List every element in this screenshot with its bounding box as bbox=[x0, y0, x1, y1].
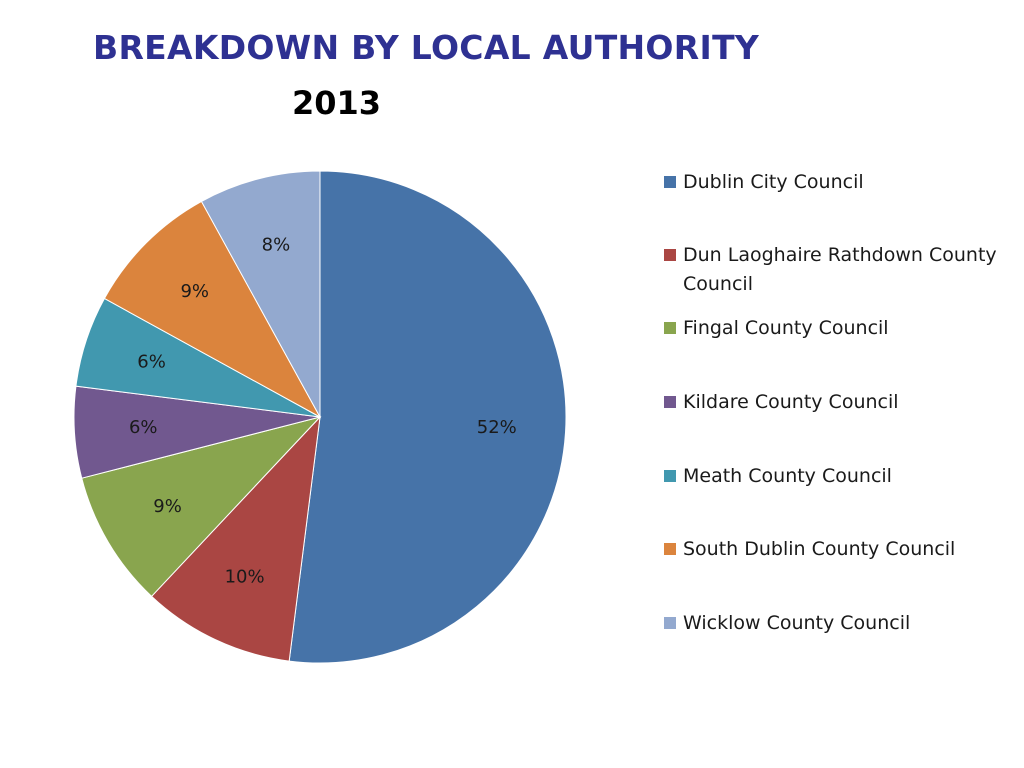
slide-title: BREAKDOWN BY LOCAL AUTHORITY bbox=[93, 28, 760, 67]
legend-item: Wicklow County Council bbox=[664, 609, 1004, 638]
pie-slice bbox=[150, 415, 321, 662]
legend-swatch bbox=[664, 176, 676, 188]
legend-swatch bbox=[664, 249, 676, 261]
legend-swatch bbox=[664, 322, 676, 334]
legend-swatch bbox=[664, 543, 676, 555]
pie-slice bbox=[81, 416, 322, 598]
pie-slice-label: 8% bbox=[262, 234, 291, 255]
pie-slice bbox=[200, 170, 321, 418]
pie-slice-label: 10% bbox=[225, 566, 265, 587]
pie-slice-label: 9% bbox=[153, 496, 182, 517]
legend-item: South Dublin County Council bbox=[664, 535, 1004, 564]
pie-slice-label: 9% bbox=[180, 281, 209, 302]
legend-label: Kildare County Council bbox=[683, 391, 899, 413]
pie-slice-label: 52% bbox=[477, 417, 517, 438]
pie-slice-label: 6% bbox=[129, 417, 158, 438]
legend-label: Fingal County Council bbox=[683, 317, 889, 339]
legend-swatch bbox=[664, 617, 676, 629]
legend-item: Dun Laoghaire Rathdown County Council bbox=[664, 241, 1004, 299]
pie-slice-label: 6% bbox=[137, 351, 166, 372]
legend-label: Wicklow County Council bbox=[683, 612, 911, 634]
legend-label: South Dublin County Council bbox=[683, 538, 956, 560]
pie-slices bbox=[73, 170, 567, 664]
legend-item: Dublin City Council bbox=[664, 168, 1004, 197]
legend-item: Kildare County Council bbox=[664, 388, 1004, 417]
legend-item: Fingal County Council bbox=[664, 314, 1004, 343]
legend-label: Dun Laoghaire Rathdown County Council bbox=[683, 244, 997, 295]
pie-slice-labels: 52% 10% 9% 6% 6% 9% 8% bbox=[129, 234, 517, 587]
pie-slice bbox=[288, 170, 567, 664]
pie-slice bbox=[103, 200, 322, 419]
legend-swatch bbox=[664, 470, 676, 482]
chart-title: 2013 bbox=[292, 84, 382, 122]
legend-label: Meath County Council bbox=[683, 465, 892, 487]
legend-item: Meath County Council bbox=[664, 462, 1004, 491]
legend-swatch bbox=[664, 396, 676, 408]
legend-label: Dublin City Council bbox=[683, 171, 864, 193]
